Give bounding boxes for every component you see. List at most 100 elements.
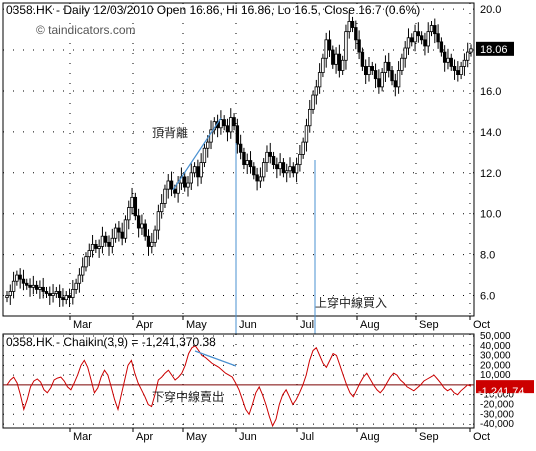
candle-body — [354, 27, 358, 41]
chaikin-y-tick-label: -30,000 — [480, 409, 514, 420]
divergence-label: 頂背離 — [152, 126, 188, 140]
candle-body — [232, 117, 236, 127]
candle-body — [340, 59, 345, 71]
candle-body — [110, 237, 115, 247]
candle-body — [285, 170, 289, 174]
candle-body — [104, 235, 108, 243]
candle-body — [347, 21, 351, 33]
chaikin-title: 0358.HK - Chaikin(3,9) = -1,241,370.38 — [6, 335, 216, 349]
candle-body — [311, 94, 315, 110]
candle-body — [281, 162, 286, 174]
candle-body — [196, 166, 200, 178]
candle-body — [159, 203, 164, 213]
candle-body — [183, 176, 187, 188]
candle-body — [360, 51, 365, 67]
candle-body — [423, 39, 427, 47]
candle-body — [28, 284, 32, 288]
candle-body — [357, 39, 361, 53]
candle-body — [133, 196, 138, 217]
price-x-tick-label: Jul — [300, 319, 314, 331]
candle-body — [390, 70, 394, 82]
candle-body — [337, 53, 342, 71]
candle-body — [54, 291, 59, 294]
candle-body — [8, 291, 12, 296]
candle-body — [48, 293, 52, 296]
candle-body — [64, 295, 68, 301]
candle-body — [294, 164, 299, 174]
candle-body — [334, 53, 338, 65]
candle-body — [413, 31, 417, 43]
chaikin-panel-frame — [2, 333, 475, 429]
candle-body — [74, 282, 78, 290]
candle-body — [265, 151, 269, 163]
price-candles — [5, 12, 473, 307]
candle-body — [446, 57, 450, 63]
candle-body — [15, 274, 19, 282]
chaikin-y-tick-label: 30,000 — [480, 351, 511, 362]
candle-body — [416, 31, 421, 37]
candle-body — [255, 174, 259, 182]
candle-body — [163, 188, 167, 204]
candle-body — [406, 37, 411, 49]
cross-up-label: 上穿中線買入 — [315, 295, 387, 310]
chaikin-x-tick-label: May — [186, 431, 207, 443]
candle-body — [439, 41, 444, 53]
chaikin-y-tick-label: -40,000 — [480, 419, 514, 430]
candle-body — [380, 72, 384, 88]
candle-body — [403, 47, 407, 59]
candle-body — [261, 162, 266, 178]
price-x-tick-label: Aug — [360, 319, 380, 331]
candle-body — [442, 51, 447, 63]
candle-body — [57, 291, 62, 298]
candle-body — [189, 172, 193, 184]
last-price-label: 18.06 — [480, 44, 508, 56]
candle-body — [387, 61, 391, 71]
candle-body — [229, 117, 233, 133]
candle-body — [278, 162, 282, 170]
price-x-tick-label: Apr — [136, 319, 153, 331]
candle-body — [242, 151, 246, 166]
candle-body — [117, 227, 121, 233]
candle-body — [235, 125, 240, 145]
price-y-axis: 6.08.010.012.014.016.018.020.0 — [480, 4, 501, 302]
candle-body — [94, 243, 98, 249]
candle-body — [314, 86, 319, 96]
candle-body — [202, 147, 207, 163]
candle-body — [173, 188, 177, 194]
price-y-tick-label: 8.0 — [480, 250, 495, 262]
candle-body — [156, 211, 161, 231]
candle-body — [301, 141, 305, 155]
candle-body — [153, 229, 157, 243]
candle-body — [429, 25, 434, 33]
divergence-osc-line — [194, 350, 237, 367]
candle-body — [31, 284, 36, 288]
candle-body — [469, 48, 473, 53]
candle-body — [150, 241, 154, 247]
candle-body — [288, 166, 292, 172]
chaikin-y-tick-label: 40,000 — [480, 341, 511, 352]
candle-body — [245, 160, 249, 166]
candle-body — [41, 286, 45, 292]
candle-body — [67, 295, 72, 298]
last-price-tag: 18.06 — [476, 41, 514, 56]
chaikin-y-tick-label: 10,000 — [480, 370, 511, 381]
candle-body — [344, 31, 348, 61]
candle-body — [38, 286, 42, 290]
candle-body — [275, 164, 279, 170]
candle-body — [367, 66, 371, 76]
candle-body — [350, 21, 355, 28]
candle-body — [258, 176, 263, 182]
candle-body — [436, 33, 440, 43]
candle-body — [90, 243, 95, 251]
last-chaikin-tag: -1,241.74 — [476, 380, 534, 398]
candle-body — [107, 241, 111, 247]
candle-body — [373, 70, 378, 80]
chaikin-y-axis: 50,00040,00030,00020,00010,0000-10,000-2… — [480, 331, 514, 430]
candle-body — [61, 297, 65, 301]
last-chaikin-label: -1,241.74 — [478, 386, 524, 398]
candle-body — [370, 66, 374, 71]
candle-body — [34, 284, 39, 290]
candle-body — [146, 235, 151, 247]
